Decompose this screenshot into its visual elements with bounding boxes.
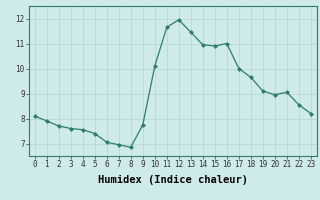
X-axis label: Humidex (Indice chaleur): Humidex (Indice chaleur) bbox=[98, 175, 248, 185]
